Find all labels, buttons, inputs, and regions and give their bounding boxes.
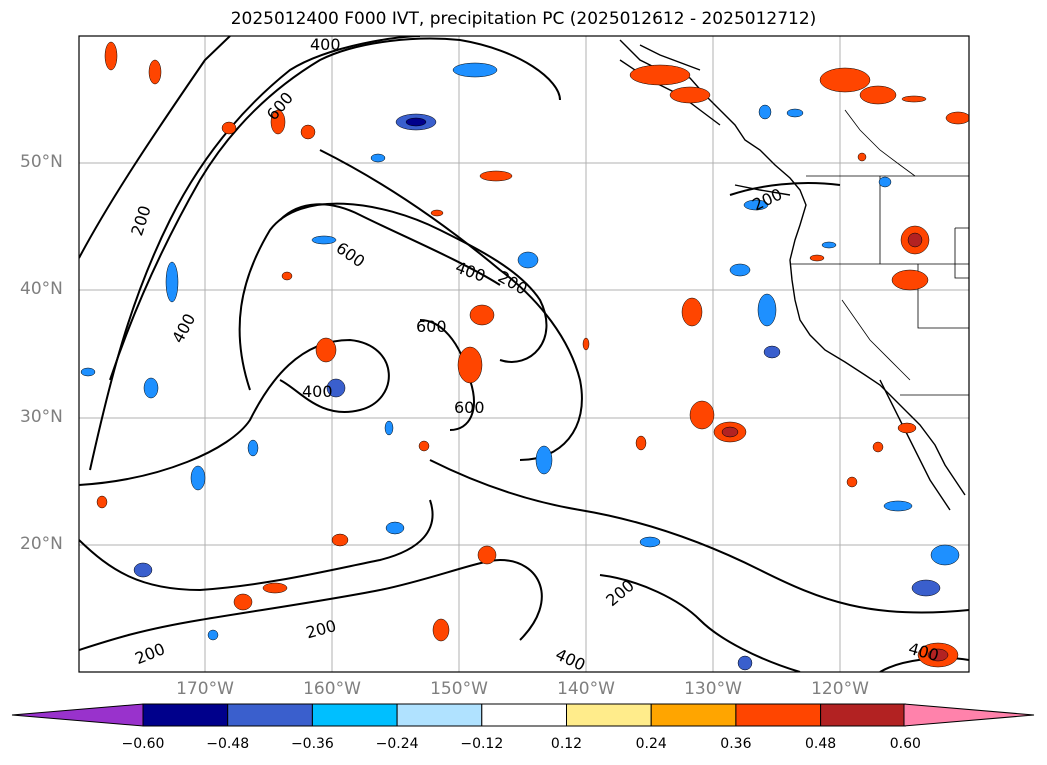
lon-label-120w: 120°W — [811, 679, 869, 699]
colorbar-segment — [566, 703, 652, 727]
colorbar-segment — [820, 703, 906, 727]
colorbar-tick-label: 0.60 — [889, 736, 921, 752]
colorbar-segment — [481, 703, 567, 727]
contour-label: 600 — [454, 398, 485, 417]
contour-label: 200 — [132, 639, 167, 668]
colorbar-tick-label: −0.60 — [121, 736, 165, 752]
contour-label: 600 — [333, 238, 369, 271]
colorbar-segment — [650, 703, 737, 727]
map-title: 2025012400 F000 IVT, precipitation PC (2… — [230, 9, 817, 29]
lat-label-40n: 40°N — [20, 279, 63, 299]
lon-label-130w: 130°W — [684, 679, 742, 699]
colorbar-extend-low — [11, 703, 144, 727]
contour-label: 400 — [302, 382, 333, 401]
map-border — [78, 35, 970, 673]
colorbar-segment — [735, 703, 822, 727]
colorbar-extend-high — [903, 703, 1035, 727]
lon-label-150w: 150°W — [430, 679, 488, 699]
contour-label: 400 — [553, 645, 589, 675]
contour-label: 600 — [416, 317, 447, 336]
contour-label: 600 — [263, 88, 297, 124]
contour-label: 400 — [453, 257, 488, 285]
colorbar-tick-label: −0.12 — [460, 736, 504, 752]
colorbar-segment — [311, 703, 398, 727]
contour-label: 400 — [310, 35, 341, 54]
lon-label-140w: 140°W — [557, 679, 615, 699]
lat-label-50n: 50°N — [20, 152, 63, 172]
colorbar-tick-label: −0.36 — [290, 736, 334, 752]
lat-label-20n: 20°N — [20, 534, 63, 554]
colorbar-tick-label: −0.48 — [206, 736, 250, 752]
contour-label: 200 — [602, 576, 638, 610]
colorbar-tick-label: 0.48 — [805, 736, 837, 752]
contour-label: 200 — [127, 203, 155, 238]
colorbar — [11, 703, 1035, 727]
lat-label-30n: 30°N — [20, 407, 63, 427]
lon-label-170w: 170°W — [176, 679, 234, 699]
colorbar-tick-label: 0.24 — [635, 736, 667, 752]
lon-label-160w: 160°W — [303, 679, 361, 699]
contour-label: 200 — [495, 267, 531, 299]
colorbar-segment — [396, 703, 483, 727]
precip-patches — [80, 41, 969, 671]
colorbar-tick-label: −0.24 — [375, 736, 419, 752]
contour-label: 400 — [168, 310, 199, 346]
gridlines — [79, 36, 969, 672]
colorbar-tick-label: 0.36 — [720, 736, 752, 752]
colorbar-segment — [142, 703, 229, 727]
contour-label: 200 — [304, 616, 338, 642]
ivt-contours — [79, 36, 969, 672]
state-borders — [790, 109, 969, 396]
colorbar-segment — [227, 703, 313, 727]
colorbar-tick-label: 0.12 — [550, 736, 583, 752]
